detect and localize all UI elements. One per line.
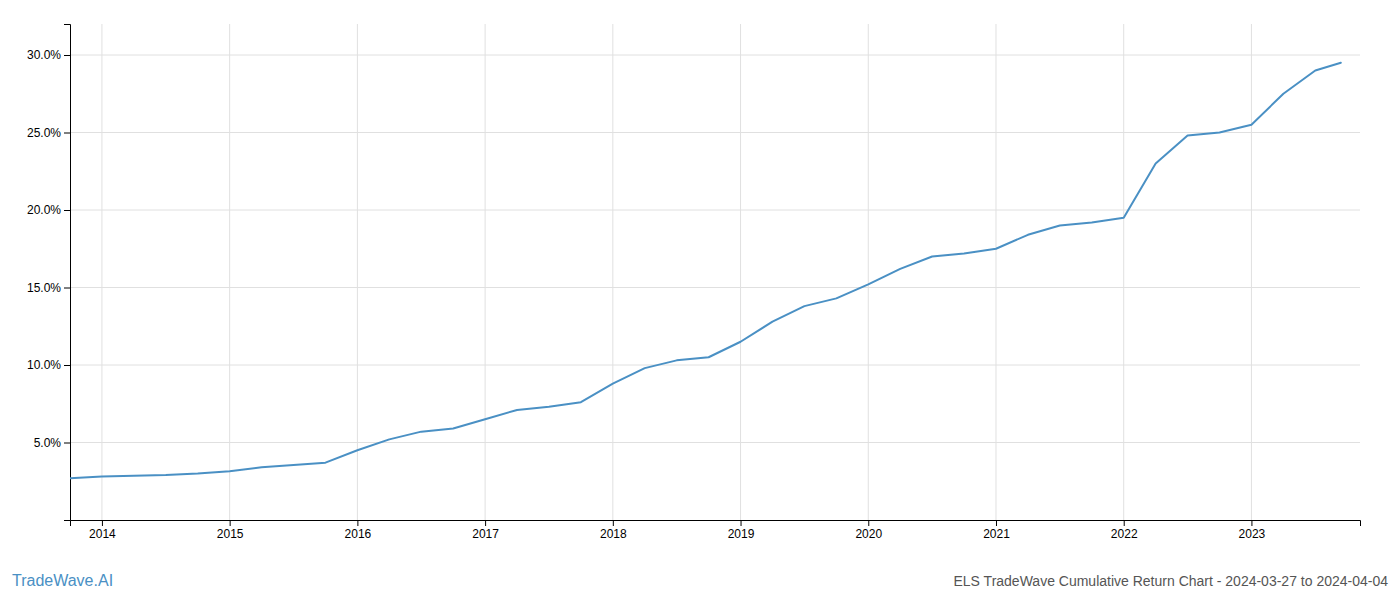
grid-line: [101, 24, 102, 520]
tick: 2019: [728, 520, 755, 541]
tick-label: 2018: [600, 527, 627, 541]
tick: 30.0%: [27, 48, 70, 62]
grid-line: [612, 24, 613, 520]
tick: 10.0%: [27, 358, 70, 372]
tick: 2017: [472, 520, 499, 541]
tick-mark: [868, 520, 869, 526]
tick-label: 20.0%: [27, 203, 61, 217]
grid-line: [868, 24, 869, 520]
tick: 20.0%: [27, 203, 70, 217]
tick: 5.0%: [34, 436, 70, 450]
tick-mark: [64, 55, 70, 56]
grid-line: [229, 24, 230, 520]
tick-label: 2016: [345, 527, 372, 541]
chart: 2014 2015 2016 2017 2018 2019 2020 2021 2022 2023…: [0, 0, 1400, 600]
tick-label: 2022: [1111, 527, 1138, 541]
title: ELS TradeWave Cumulative Return Chart - …: [954, 573, 1389, 589]
x-axis: 2014 2015 2016 2017 2018 2019 2020 2021 2022 2023: [71, 520, 1361, 541]
tick-mark: [613, 520, 614, 526]
tick-label: 2019: [728, 527, 755, 541]
grid-line: [70, 210, 1360, 211]
tick-mark: [102, 520, 103, 526]
tick-mark: [1124, 520, 1125, 526]
tick: 2014: [89, 520, 116, 541]
grid-line: [1251, 24, 1252, 520]
tick-label: 5.0%: [34, 436, 62, 450]
tick-label: 2020: [855, 527, 882, 541]
y-axis: 5.0% 10.0% 15.0% 20.0% 25.0% 30.0%: [27, 25, 71, 521]
tick-mark: [64, 365, 70, 366]
tick-mark: [996, 520, 997, 526]
grid-line: [70, 287, 1360, 288]
tick-label: 30.0%: [27, 48, 61, 62]
grid-line: [1123, 24, 1124, 520]
tick-mark: [64, 210, 70, 211]
tick: 2015: [217, 520, 244, 541]
tick-mark: [64, 133, 70, 134]
tick: 2016: [345, 520, 372, 541]
tick-label: 2015: [217, 527, 244, 541]
grid-line: [70, 442, 1360, 443]
axis-line: [64, 25, 71, 521]
tick: 2022: [1111, 520, 1138, 541]
tick-label: 15.0%: [27, 281, 61, 295]
tick: 15.0%: [27, 281, 70, 295]
grid-line: [995, 24, 996, 520]
tick-label: 2017: [472, 527, 499, 541]
tick-mark: [485, 520, 486, 526]
axis-line: [71, 521, 1361, 527]
tick-mark: [230, 520, 231, 526]
line: [70, 63, 1341, 478]
grid-line: [70, 365, 1360, 366]
tick-label: 2014: [89, 527, 116, 541]
tick: 2021: [983, 520, 1010, 541]
tick-label: 2023: [1239, 527, 1266, 541]
tick-mark: [741, 520, 742, 526]
grid: [70, 24, 1360, 520]
watermark: TradeWave.AI: [12, 572, 113, 589]
grid-line: [70, 55, 1360, 56]
tick-label: 10.0%: [27, 358, 61, 372]
tick: 2020: [855, 520, 882, 541]
tick-mark: [64, 443, 70, 444]
tick-mark: [64, 288, 70, 289]
tick-mark: [1251, 520, 1252, 526]
tick-mark: [357, 520, 358, 526]
tick: 25.0%: [27, 126, 70, 140]
tick-label: 25.0%: [27, 126, 61, 140]
tick: 2018: [600, 520, 627, 541]
grid-line: [70, 132, 1360, 133]
tick: 2023: [1239, 520, 1266, 541]
grid-line: [740, 24, 741, 520]
grid-line: [357, 24, 358, 520]
plot-area: [70, 63, 1341, 478]
tick-label: 2021: [983, 527, 1010, 541]
grid-line: [485, 24, 486, 520]
